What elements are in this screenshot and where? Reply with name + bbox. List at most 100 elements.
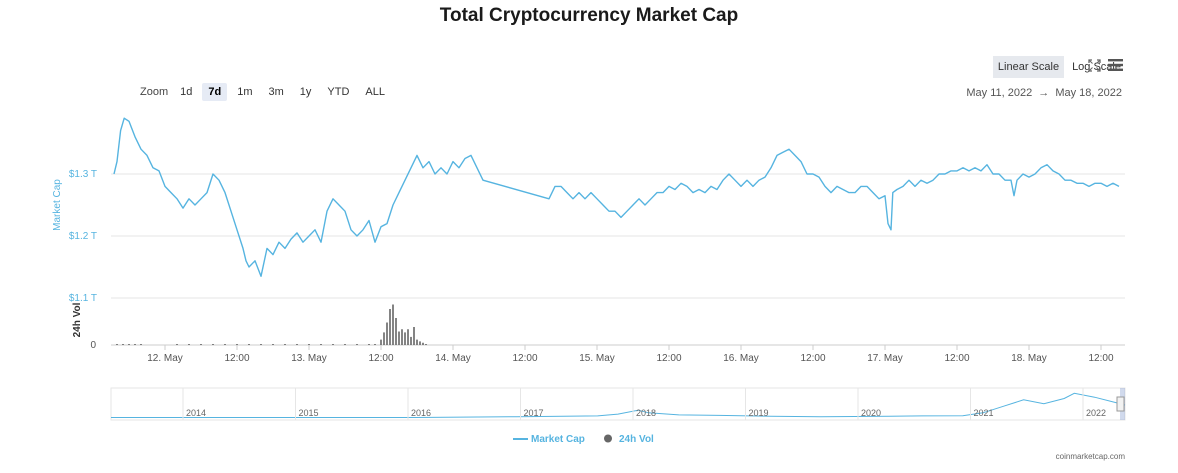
source-credit: coinmarketcap.com — [1055, 452, 1125, 461]
legend-vol-label: 24h Vol — [619, 434, 654, 445]
navigator-year-label: 2018 — [636, 408, 656, 418]
zoom-7d-button[interactable]: 7d — [202, 83, 228, 101]
volume-bar — [380, 339, 382, 345]
navigator-year-label: 2022 — [1086, 408, 1106, 418]
volume-bar — [140, 344, 142, 345]
volume-bar — [236, 344, 238, 345]
date-range: May 11, 2022 → May 18, 2022 — [963, 87, 1122, 99]
market-cap-line — [113, 117, 1120, 277]
legend: Market Cap 24h Vol — [513, 434, 654, 445]
volume-tick-label: 0 — [90, 340, 96, 351]
x-tick-label: 16. May — [723, 353, 759, 364]
navigator-handle[interactable] — [1116, 396, 1125, 412]
navigator-year-label: 2017 — [524, 408, 544, 418]
volume-axis-title: 24h Vol — [72, 302, 83, 337]
volume-bar — [398, 331, 400, 345]
volume-bar — [392, 304, 394, 345]
navigator-year-label: 2021 — [974, 408, 994, 418]
linear-scale-button[interactable]: Linear Scale — [992, 56, 1065, 78]
x-tick-label: 18. May — [1011, 353, 1047, 364]
volume-bar — [374, 344, 376, 345]
navigator-year-label: 2019 — [749, 408, 769, 418]
volume-bar — [386, 322, 388, 345]
volume-bar — [200, 344, 202, 345]
volume-bar — [401, 329, 403, 345]
volume-bar — [260, 344, 262, 345]
volume-bar — [368, 344, 370, 345]
volume-bar — [413, 327, 415, 345]
volume-bar — [404, 332, 406, 345]
market-cap-line-group — [113, 117, 1120, 277]
y-tick-label: $1.3 T — [69, 169, 97, 180]
volume-bar — [176, 344, 178, 345]
volume-bar — [134, 344, 136, 345]
volume-bar — [383, 332, 385, 345]
volume-bar — [419, 341, 421, 345]
volume-bar — [332, 344, 334, 345]
date-arrow: → — [1038, 87, 1050, 99]
volume-bar — [356, 344, 358, 345]
x-tick-label: 14. May — [435, 353, 471, 364]
volume-bar — [248, 344, 250, 345]
navigator-year-label: 2015 — [299, 408, 319, 418]
grid-lines — [111, 173, 1125, 350]
volume-bar — [344, 344, 346, 345]
zoom-all-button[interactable]: ALL — [365, 86, 385, 98]
x-tick-label: 12:00 — [224, 353, 249, 364]
x-tick-label: 12:00 — [368, 353, 393, 364]
volume-bar — [410, 336, 412, 345]
y-tick-label: $1.1 T — [69, 293, 97, 304]
zoom-controls: Zoom 1d 7d 1m 3m 1y YTD ALL — [140, 83, 395, 101]
chart-title: Total Cryptocurrency Market Cap — [439, 5, 739, 26]
volume-bar — [116, 344, 118, 345]
volume-bar — [272, 344, 274, 345]
zoom-1d-button[interactable]: 1d — [180, 86, 193, 98]
volume-bar — [212, 344, 214, 345]
navigator-trend-line — [111, 392, 1126, 418]
volume-bar — [425, 344, 427, 345]
legend-vol-swatch — [604, 434, 612, 443]
volume-bar — [308, 344, 310, 345]
x-tick-label: 17. May — [867, 353, 903, 364]
date-from[interactable]: May 11, 2022 — [966, 87, 1033, 99]
date-to[interactable]: May 18, 2022 — [1055, 87, 1122, 99]
axis-labels: Market Cap 24h Vol 0 $1.1 T $1.2 T $1.3 T 1… — [52, 169, 1114, 364]
volume-bar — [296, 344, 298, 345]
x-tick-label: 13. May — [291, 353, 327, 364]
navigator-frame — [110, 387, 1126, 421]
x-tick-label: 12:00 — [656, 353, 681, 364]
legend-item-market-cap[interactable]: Market Cap — [513, 434, 585, 445]
legend-item-24h-vol[interactable]: 24h Vol — [604, 434, 654, 445]
legend-market-cap-label: Market Cap — [531, 434, 585, 445]
menu-icon[interactable] — [1108, 58, 1123, 77]
x-tick-label: 12. May — [147, 353, 183, 364]
zoom-ytd-button[interactable]: YTD — [327, 86, 350, 98]
y-tick-label: $1.2 T — [69, 231, 97, 242]
volume-bar — [320, 344, 322, 345]
navigator[interactable]: 2014 2015 2016 2017 2018 2019 2020 2021 2022 — [110, 387, 1126, 421]
x-tick-label: 12:00 — [800, 353, 825, 364]
volume-bar — [389, 309, 391, 345]
zoom-1m-button[interactable]: 1m — [237, 86, 253, 98]
y-axis-title: Market Cap — [52, 179, 63, 231]
fullscreen-icon[interactable] — [1088, 59, 1101, 77]
volume-bar — [416, 339, 418, 345]
volume-bar — [284, 344, 286, 345]
volume-bar — [224, 344, 226, 345]
x-tick-label: 15. May — [579, 353, 615, 364]
volume-bars — [116, 304, 427, 345]
x-tick-label: 12:00 — [1088, 353, 1113, 364]
volume-bar — [407, 329, 409, 345]
zoom-3m-button[interactable]: 3m — [268, 86, 284, 98]
zoom-1y-button[interactable]: 1y — [299, 86, 312, 98]
navigator-year-label: 2014 — [186, 408, 206, 418]
navigator-year-label: 2016 — [411, 408, 431, 418]
x-tick-label: 12:00 — [944, 353, 969, 364]
volume-bar — [422, 342, 424, 345]
x-tick-label: 12:00 — [512, 353, 537, 364]
volume-bar — [188, 344, 190, 345]
volume-bar — [395, 318, 397, 345]
navigator-year-label: 2020 — [861, 408, 881, 418]
zoom-label: Zoom — [140, 86, 169, 98]
